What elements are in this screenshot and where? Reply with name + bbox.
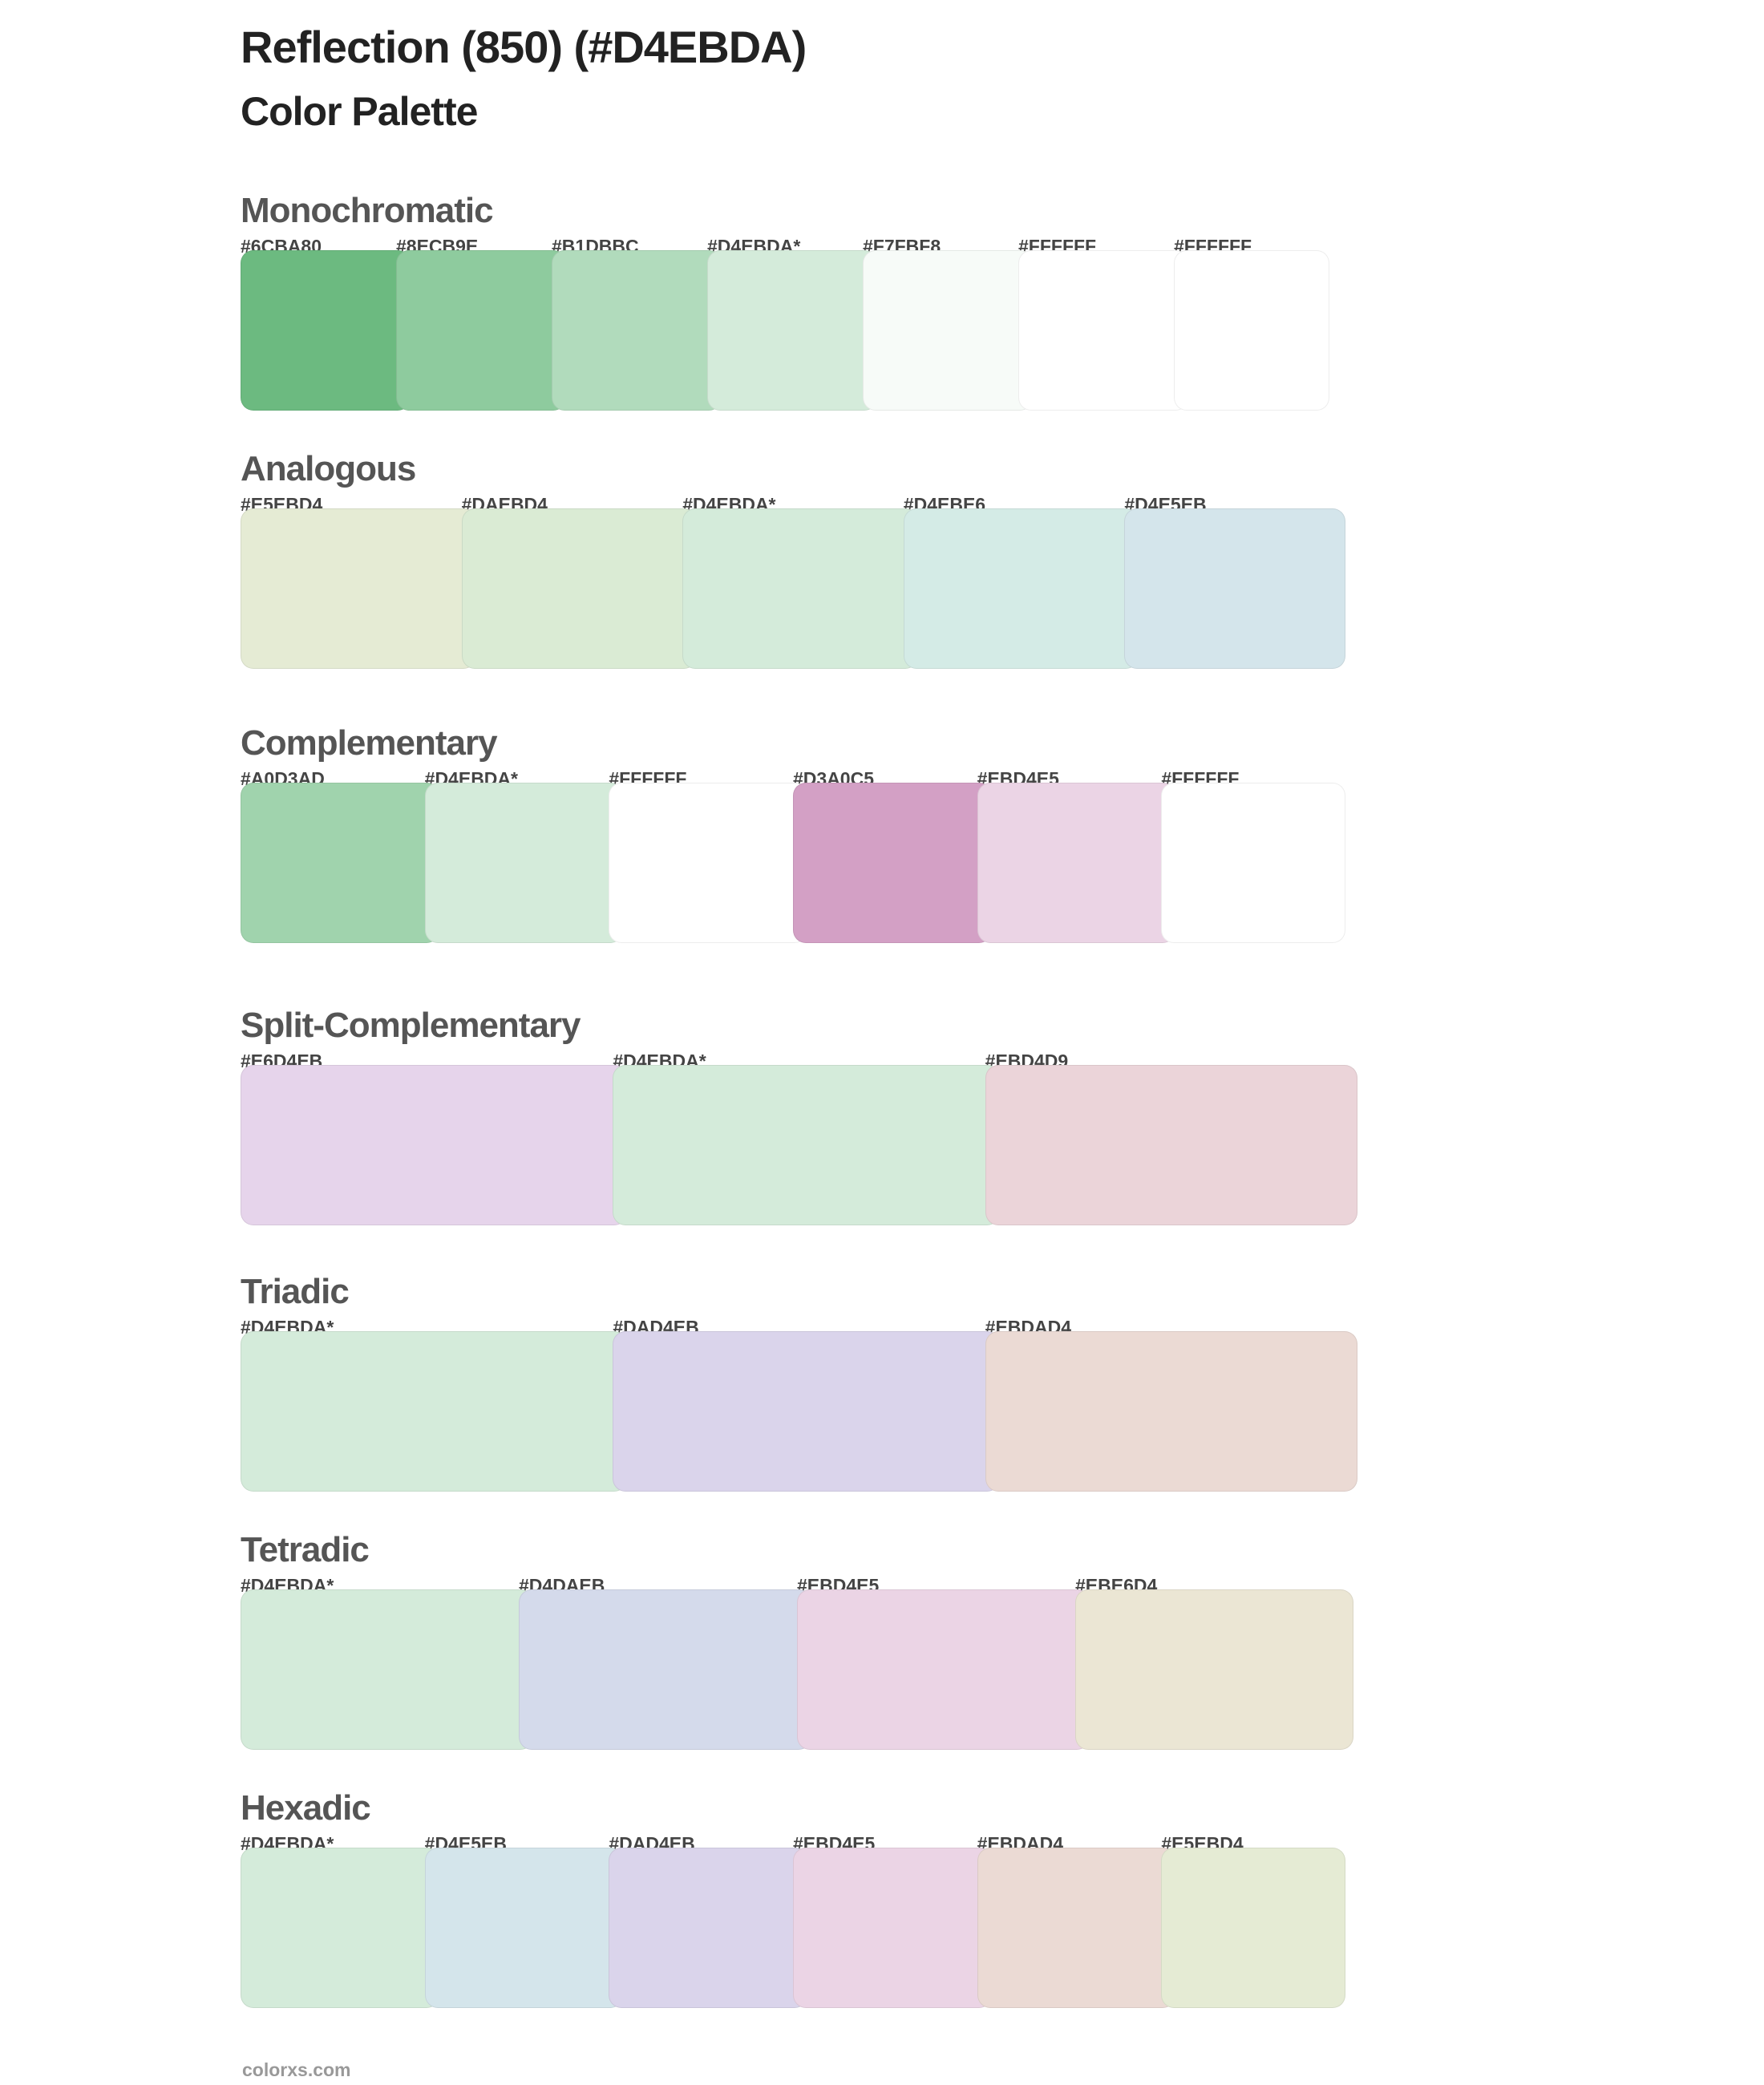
section-heading: Split-Complementary	[241, 1006, 581, 1045]
color-swatch[interactable]	[519, 1589, 811, 1750]
section-heading: Analogous	[241, 449, 416, 488]
footer-site-link[interactable]: colorxs.com	[242, 2059, 351, 2080]
color-swatch[interactable]	[793, 783, 992, 943]
color-swatch[interactable]	[241, 1065, 628, 1225]
color-swatch[interactable]	[424, 783, 624, 943]
color-swatch[interactable]	[241, 1331, 628, 1492]
color-swatch[interactable]	[1174, 250, 1329, 411]
color-swatch[interactable]	[977, 783, 1176, 943]
color-swatch[interactable]	[241, 250, 411, 411]
color-swatch[interactable]	[793, 1848, 992, 2008]
color-swatch[interactable]	[903, 508, 1139, 669]
section-heading: Hexadic	[241, 1788, 371, 1828]
color-swatch[interactable]	[552, 250, 722, 411]
color-swatch[interactable]	[424, 1848, 624, 2008]
color-swatch[interactable]	[985, 1065, 1357, 1225]
color-swatch[interactable]	[461, 508, 698, 669]
section-heading: Complementary	[241, 723, 498, 763]
color-swatch[interactable]	[609, 1848, 807, 2008]
color-swatch[interactable]	[613, 1331, 1000, 1492]
color-swatch[interactable]	[1075, 1589, 1353, 1750]
color-swatch[interactable]	[613, 1065, 1000, 1225]
color-swatch[interactable]	[241, 1848, 439, 2008]
color-swatch[interactable]	[985, 1331, 1357, 1492]
color-swatch[interactable]	[863, 250, 1033, 411]
color-swatch[interactable]	[682, 508, 918, 669]
color-swatch[interactable]	[396, 250, 566, 411]
section-heading: Monochromatic	[241, 191, 494, 230]
color-swatch[interactable]	[1124, 508, 1345, 669]
section-heading: Tetradic	[241, 1530, 370, 1569]
color-swatch[interactable]	[1161, 1848, 1345, 2008]
color-swatch[interactable]	[241, 783, 439, 943]
color-swatch[interactable]	[241, 508, 476, 669]
color-swatch[interactable]	[241, 1589, 533, 1750]
color-swatch[interactable]	[609, 783, 807, 943]
page-title: Reflection (850) (#D4EBDA)	[241, 22, 807, 72]
section-heading: Triadic	[241, 1272, 350, 1311]
page-subtitle: Color Palette	[241, 89, 478, 134]
color-swatch[interactable]	[707, 250, 877, 411]
color-swatch[interactable]	[977, 1848, 1176, 2008]
color-swatch[interactable]	[797, 1589, 1090, 1750]
color-swatch[interactable]	[1161, 783, 1345, 943]
color-swatch[interactable]	[1018, 250, 1188, 411]
